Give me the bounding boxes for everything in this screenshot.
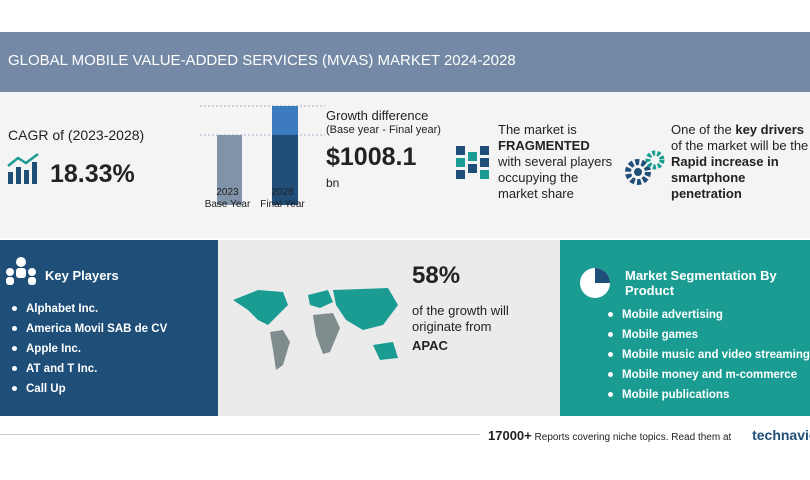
gear-icon bbox=[625, 150, 665, 185]
players-title: Key Players bbox=[45, 268, 119, 283]
market-suffix: with several players occupying the marke… bbox=[498, 154, 613, 201]
title-bar bbox=[0, 32, 810, 92]
footer-text: Reports covering niche topics. Read them… bbox=[534, 432, 732, 443]
growth-label: Growth difference bbox=[326, 108, 429, 123]
segment-list: Mobile advertising Mobile games Mobile mus… bbox=[608, 309, 810, 409]
drivers-prefix: One of the bbox=[671, 122, 732, 137]
bar-caption: Base Year bbox=[204, 199, 251, 210]
drivers-text: One of the key drivers of the market wil… bbox=[671, 122, 810, 202]
bar-year: 2028 bbox=[271, 187, 294, 198]
market-text: The market is FRAGMENTED with several pl… bbox=[498, 122, 616, 202]
drivers-driver: Rapid increase in smartphone penetration bbox=[671, 154, 779, 201]
world-map bbox=[233, 288, 398, 370]
footer-count: 17000+ bbox=[488, 428, 532, 443]
bar-label: 2028 Final Year bbox=[255, 187, 310, 211]
drivers-highlight: key drivers bbox=[735, 122, 805, 137]
player: Alphabet Inc. bbox=[12, 303, 167, 315]
bar-label: 2023 Base Year bbox=[200, 187, 255, 211]
segment-panel: Market Segmentation By Product Mobile ad… bbox=[560, 240, 810, 416]
footer: 17000+ Reports covering niche topics. Re… bbox=[488, 427, 810, 443]
growth-unit: bn bbox=[326, 176, 340, 190]
player: Call Up bbox=[12, 383, 167, 395]
player: America Movil SAB de CV bbox=[12, 323, 167, 335]
region-name: APAC bbox=[412, 338, 448, 353]
segment: Mobile advertising bbox=[608, 309, 810, 321]
chart-icon bbox=[7, 153, 39, 184]
region-text: of the growth will originate from bbox=[412, 303, 509, 334]
player: Apple Inc. bbox=[12, 343, 167, 355]
players-list: Alphabet Inc. America Movil SAB de CV Appl… bbox=[12, 303, 167, 403]
bar-year: 2023 bbox=[216, 187, 239, 198]
stats-band bbox=[0, 92, 810, 238]
region-share: 58% bbox=[412, 262, 461, 289]
market-highlight: FRAGMENTED bbox=[498, 138, 590, 153]
bar-caption: Final Year bbox=[260, 199, 305, 210]
drivers-middle: of the market will be the bbox=[671, 138, 809, 153]
cagr-label: CAGR of (2023-2028) bbox=[8, 127, 145, 143]
segment: Mobile publications bbox=[608, 389, 810, 401]
segment-title: Market Segmentation By Product bbox=[625, 268, 777, 298]
title: GLOBAL MOBILE VALUE-ADDED SERVICES (MVAS… bbox=[8, 52, 516, 69]
cagr-value: 18.33% bbox=[50, 160, 135, 188]
segment: Mobile money and m-commerce bbox=[608, 369, 810, 381]
region-panel: 58% of the growth will originate from AP… bbox=[218, 240, 560, 416]
players-icon bbox=[6, 257, 36, 285]
player: AT and T Inc. bbox=[12, 363, 167, 375]
segment: Mobile music and video streaming bbox=[608, 349, 810, 361]
market-prefix: The market is bbox=[498, 122, 577, 137]
growth-value: $1008.1 bbox=[326, 143, 417, 171]
fragment-icon bbox=[456, 146, 489, 179]
footer-brand: technavio bbox=[752, 427, 810, 443]
players-panel: Key Players Alphabet Inc. America Movil S… bbox=[0, 240, 218, 416]
bar-labels: 2023 Base Year 2028 Final Year bbox=[200, 187, 325, 217]
pie-icon bbox=[580, 268, 610, 298]
footer-rule bbox=[0, 434, 480, 435]
growth-sublabel: (Base year - Final year) bbox=[326, 124, 441, 136]
growth-bars bbox=[200, 105, 325, 205]
segment: Mobile games bbox=[608, 329, 810, 341]
